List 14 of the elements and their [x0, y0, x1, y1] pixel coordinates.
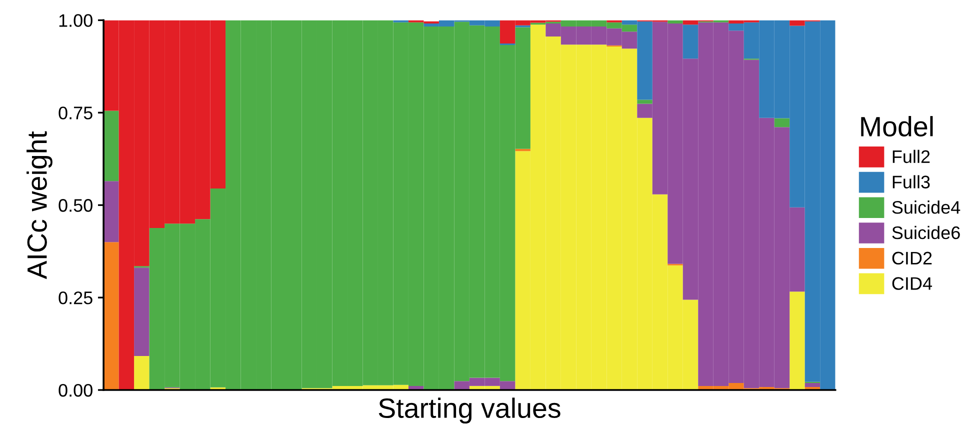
y-tick-label: 0.50 [58, 199, 92, 212]
y-tick-label: 1.00 [59, 14, 92, 27]
legend-label: Full2 [892, 150, 930, 164]
legend-label: CID4 [892, 277, 932, 290]
y-tick-label: 0.25 [58, 291, 92, 304]
legend-label: Suicide6 [892, 226, 960, 240]
legend-label: CID2 [892, 252, 932, 265]
legend-title: Model [861, 116, 933, 136]
y-tick-label: 0.00 [58, 384, 92, 397]
y-axis-title: AICc weight [26, 131, 52, 280]
y-tick-label: 0.75 [58, 106, 92, 120]
legend-label: Full3 [892, 175, 930, 188]
x-axis-title: Starting values [378, 398, 560, 424]
legend-label: Suicide4 [892, 200, 960, 214]
